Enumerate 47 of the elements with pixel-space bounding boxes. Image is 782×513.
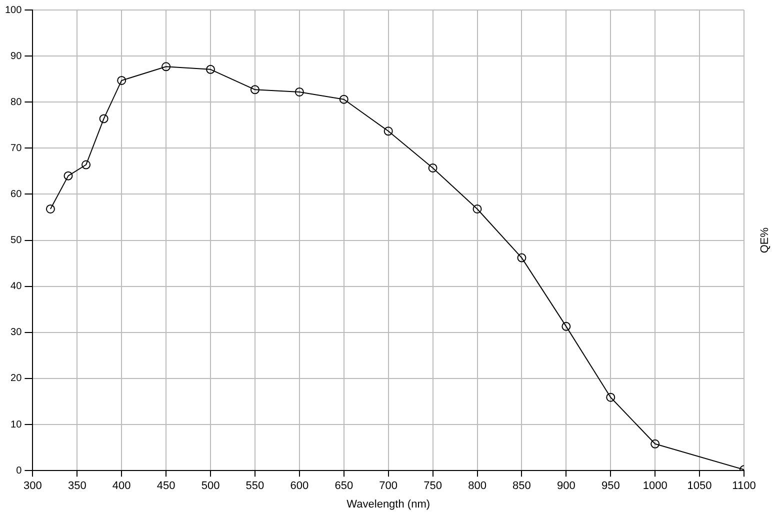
x-tick-label: 550	[246, 480, 264, 492]
y-tick-label: 20	[10, 373, 22, 384]
point	[46, 204, 55, 214]
point	[99, 114, 108, 124]
y-tick-label: 10	[10, 419, 22, 430]
point	[294, 87, 304, 96]
point	[517, 253, 526, 262]
y-tick-label: 30	[10, 327, 22, 338]
point	[428, 163, 438, 172]
x-axis-title: Wavelength (nm)	[346, 498, 430, 510]
x-tick-label: 500	[201, 480, 220, 492]
point	[206, 64, 216, 74]
point	[339, 94, 348, 104]
x-tick-label: 350	[68, 480, 86, 492]
y-tick-label: 70	[10, 142, 22, 154]
x-tick-label: 400	[112, 480, 131, 492]
point	[64, 171, 73, 180]
x-tick-label: 750	[424, 480, 442, 492]
point	[117, 76, 126, 85]
x-tick-label: 850	[512, 480, 531, 492]
x-tick-label: 300	[24, 480, 42, 492]
point	[384, 126, 393, 136]
x-tick-label: 900	[556, 480, 576, 492]
y-tick-label: 50	[10, 235, 22, 246]
point	[250, 85, 260, 94]
x-tick-label: 1100	[732, 480, 756, 492]
y-tick-label: 40	[10, 281, 22, 292]
y-tick-label: 80	[10, 96, 22, 108]
y-tick-label: 0	[16, 465, 22, 476]
x-tick-label: 1000	[642, 480, 668, 492]
y-axis-title: QE%	[759, 227, 772, 254]
x-tick-label: 600	[290, 480, 309, 492]
point	[472, 204, 482, 214]
point	[606, 392, 616, 402]
x-tick-label: 950	[601, 480, 620, 492]
point	[82, 160, 91, 170]
x-tick-label: 450	[156, 480, 176, 492]
y-tick-label: 60	[10, 188, 22, 200]
x-tick-label: 650	[334, 480, 354, 492]
point	[650, 439, 660, 448]
point	[162, 62, 171, 72]
x-tick-label: 700	[379, 480, 398, 492]
y-tick-label: 100	[4, 4, 22, 16]
x-tick-label: 1050	[687, 480, 712, 492]
x-tick-label: 800	[468, 480, 486, 492]
y-tick-label: 90	[10, 50, 22, 62]
point	[562, 322, 571, 331]
